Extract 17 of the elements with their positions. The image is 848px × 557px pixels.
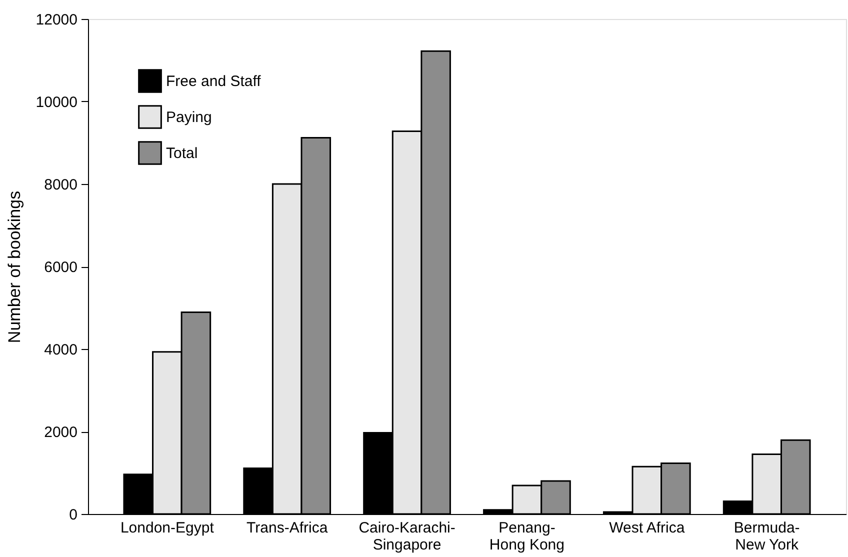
x-tick-label: London-Egypt <box>120 520 215 536</box>
y-axis-title: Number of bookings <box>4 190 24 344</box>
y-tick-label: 2000 <box>44 424 78 441</box>
legend-label: Paying <box>166 109 212 126</box>
x-tick-label: Bermuda-New York <box>734 520 800 554</box>
y-tick-label: 12000 <box>36 12 78 28</box>
y-tick-label: 6000 <box>44 259 78 276</box>
x-tick-label: Cairo-Karachi-Singapore <box>358 520 456 554</box>
y-tick-label: 8000 <box>44 176 78 194</box>
legend-label: Free and Staff <box>166 73 262 90</box>
x-tick-label: West Africa <box>609 520 686 536</box>
y-tick-label: 0 <box>69 506 78 524</box>
y-tick-label: 10000 <box>36 94 78 111</box>
x-tick-label: Trans-Africa <box>246 520 328 536</box>
x-tick-label: Penang-Hong Kong <box>489 520 564 554</box>
y-tick-label: 4000 <box>44 342 78 358</box>
legend-label: Total <box>166 145 198 162</box>
